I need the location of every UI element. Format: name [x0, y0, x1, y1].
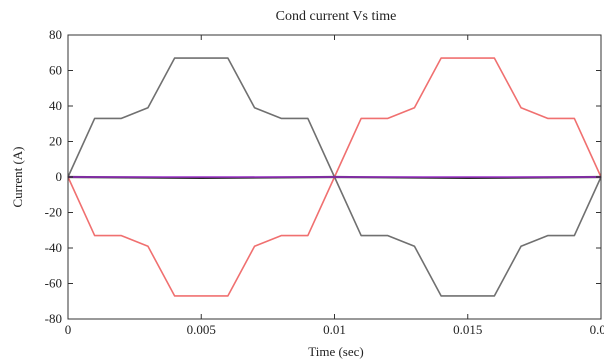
y-tick-label: 20: [49, 134, 62, 149]
x-tick-label: 0.015: [453, 322, 482, 337]
x-tick-label: 0.02: [590, 322, 604, 337]
x-axis-label: Time (sec): [308, 344, 364, 359]
y-tick-label: 0: [56, 169, 63, 184]
y-tick-label: -60: [45, 276, 62, 291]
y-tick-label: 40: [49, 98, 62, 113]
x-tick-label: 0.005: [187, 322, 216, 337]
x-axis: 0 0.005 0.01 0.015 0.02: [65, 35, 604, 337]
y-axis: -80 -60 -40 -20 0 20 40 60 80: [45, 27, 601, 326]
y-tick-label: 60: [49, 63, 62, 78]
y-tick-label: -80: [45, 311, 62, 326]
y-tick-label: -20: [45, 205, 62, 220]
chart-title: Cond current Vs time: [276, 9, 397, 24]
plot-area: [67, 57, 602, 297]
y-tick-label: 80: [49, 27, 62, 42]
y-axis-label: Current (A): [10, 146, 25, 207]
y-tick-label: -40: [45, 240, 62, 255]
x-tick-label: 0: [65, 322, 72, 337]
x-tick-label: 0.01: [323, 322, 346, 337]
